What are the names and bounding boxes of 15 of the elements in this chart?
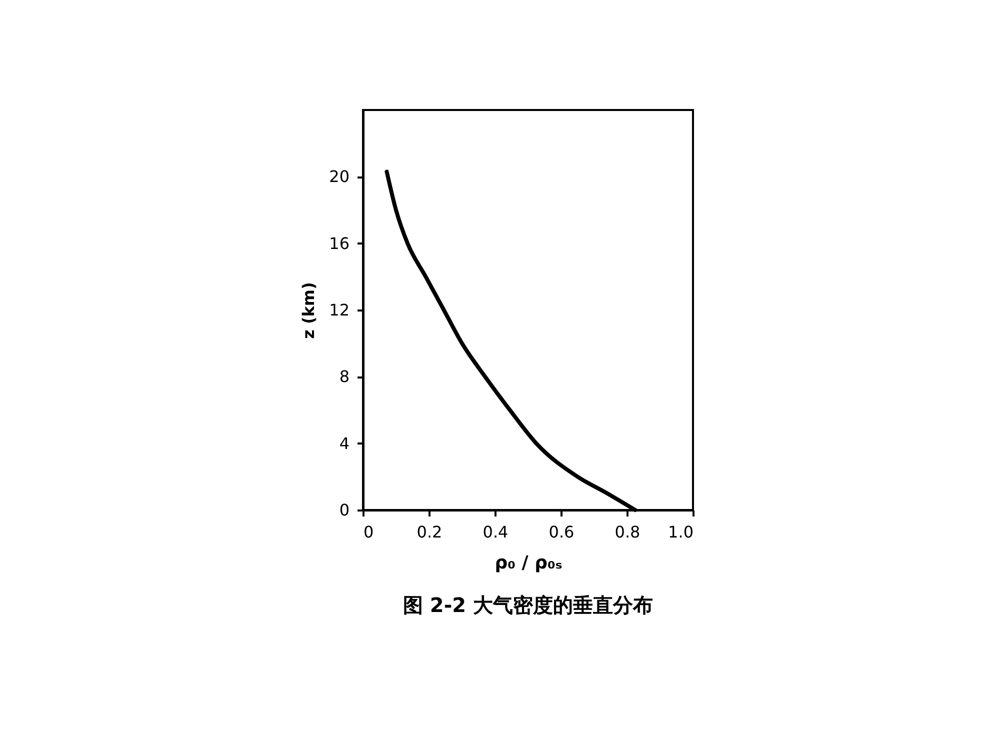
y-tick-label: 0 xyxy=(339,500,350,520)
y-tick-label: 12 xyxy=(329,300,350,320)
x-tick-label: 0.8 xyxy=(614,522,640,542)
x-tick-label: 0.6 xyxy=(548,522,574,542)
x-tick-label: 0.4 xyxy=(482,522,508,542)
y-axis-title: z (km) xyxy=(299,282,318,339)
y-tick-label: 8 xyxy=(339,367,350,386)
x-tick-label: 1.0 xyxy=(668,522,694,542)
text: 图 2-2 大气密度的垂直分布 xyxy=(402,593,654,617)
x-tick-label: 0 xyxy=(364,522,374,542)
y-tick-label: 4 xyxy=(339,434,350,453)
y-tick-label: 16 xyxy=(329,234,350,253)
x-axis-title: ρ₀ / ρ₀ₛ xyxy=(494,552,562,574)
x-tick-label: 0.2 xyxy=(416,522,442,542)
y-tick-label: 20 xyxy=(329,167,350,186)
